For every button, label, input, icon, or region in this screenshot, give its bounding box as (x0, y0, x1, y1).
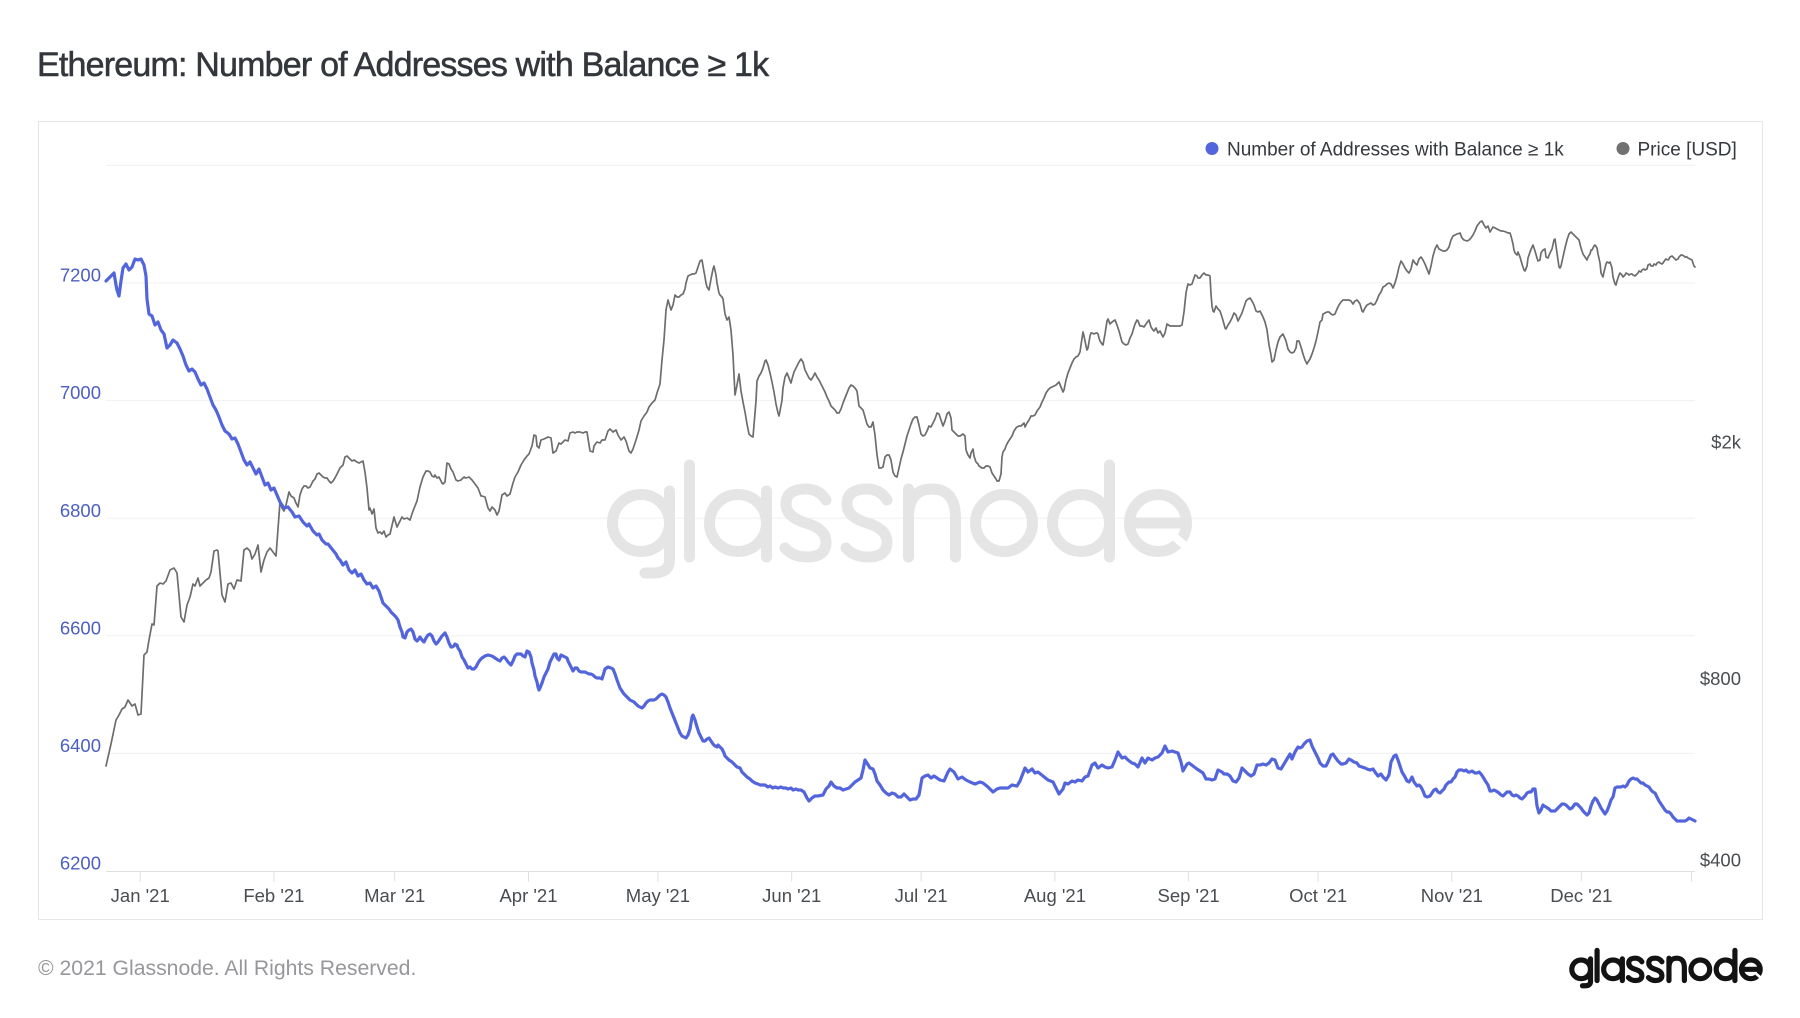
svg-text:Mar '21: Mar '21 (364, 885, 425, 906)
svg-text:Jan '21: Jan '21 (111, 885, 170, 906)
svg-text:© 2021 Glassnode. All Rights R: © 2021 Glassnode. All Rights Reserved. (38, 957, 416, 980)
svg-text:Jul '21: Jul '21 (895, 885, 948, 906)
svg-text:Nov '21: Nov '21 (1421, 885, 1483, 906)
svg-text:Ethereum: Number of Addresses: Ethereum: Number of Addresses with Balan… (37, 46, 770, 84)
svg-text:Price [USD]: Price [USD] (1638, 139, 1737, 160)
svg-text:6600: 6600 (60, 617, 101, 638)
svg-text:6400: 6400 (60, 735, 101, 756)
svg-text:Dec '21: Dec '21 (1550, 885, 1612, 906)
svg-text:6800: 6800 (60, 500, 101, 521)
svg-text:$800: $800 (1700, 668, 1741, 689)
svg-text:Number of Addresses with Balan: Number of Addresses with Balance ≥ 1k (1227, 139, 1564, 160)
svg-text:Oct '21: Oct '21 (1289, 885, 1347, 906)
svg-text:7000: 7000 (60, 382, 101, 403)
svg-text:$400: $400 (1700, 850, 1741, 871)
svg-text:$2k: $2k (1711, 431, 1742, 452)
svg-text:Apr '21: Apr '21 (499, 885, 557, 906)
svg-text:May '21: May '21 (626, 885, 690, 906)
svg-text:Sep '21: Sep '21 (1158, 885, 1220, 906)
svg-text:Feb '21: Feb '21 (243, 885, 304, 906)
svg-text:Aug '21: Aug '21 (1024, 885, 1086, 906)
svg-text:7200: 7200 (60, 265, 101, 286)
svg-text:6200: 6200 (60, 853, 101, 874)
svg-text:Jun '21: Jun '21 (762, 885, 821, 906)
